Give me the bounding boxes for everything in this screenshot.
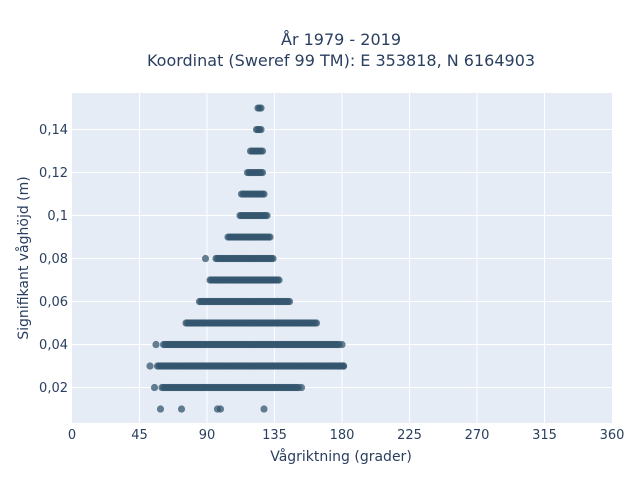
plot-area xyxy=(72,93,612,423)
y-tick-label: 0,02 xyxy=(39,381,68,396)
data-point xyxy=(297,383,306,392)
data-point xyxy=(257,104,265,112)
y-tick-label: 0,1 xyxy=(47,209,68,224)
data-point xyxy=(150,383,159,392)
data-point xyxy=(338,340,346,349)
chart-title-line1: År 1979 - 2019 xyxy=(281,30,401,49)
data-point xyxy=(146,362,154,370)
data-point xyxy=(260,405,268,413)
data-point xyxy=(260,190,268,198)
x-tick-label: 225 xyxy=(397,428,422,443)
data-point xyxy=(258,147,267,155)
x-tick-label: 45 xyxy=(131,428,148,443)
x-tick-label: 0 xyxy=(68,428,76,443)
x-tick-label: 180 xyxy=(330,428,355,443)
data-point xyxy=(177,405,186,413)
data-point xyxy=(312,319,321,327)
y-tick-label: 0,08 xyxy=(39,252,68,267)
x-tick-label: 315 xyxy=(532,428,557,443)
data-point xyxy=(201,254,210,263)
x-axis-label: Vågriktning (grader) xyxy=(270,448,412,465)
chart-title-line2: Koordinat (Sweref 99 TM): E 353818, N 61… xyxy=(147,51,535,70)
x-tick-label: 90 xyxy=(199,428,216,443)
y-tick-label: 0,14 xyxy=(39,123,68,138)
data-point xyxy=(285,297,294,306)
data-point xyxy=(269,254,277,263)
data-point xyxy=(216,405,225,413)
data-point xyxy=(275,276,283,284)
data-point xyxy=(258,168,267,177)
y-tick-label: 0,04 xyxy=(39,338,68,353)
data-point xyxy=(156,405,165,413)
data-point xyxy=(152,340,160,349)
data-markers xyxy=(146,104,348,413)
x-tick-label: 360 xyxy=(600,428,625,443)
data-point xyxy=(263,211,271,220)
x-tick-label: 270 xyxy=(465,428,490,443)
data-point xyxy=(257,125,265,134)
y-tick-label: 0,06 xyxy=(39,295,68,310)
data-point xyxy=(339,362,348,370)
x-axis-ticks: 0 45 90 135 180 225 270 315 360 xyxy=(68,428,625,443)
y-axis-ticks: 0,02 0,04 0,06 0,08 0,1 0,12 0,14 xyxy=(39,123,68,396)
y-axis-label: Signifikant våghöjd (m) xyxy=(15,176,32,339)
y-tick-label: 0,12 xyxy=(39,166,68,181)
x-tick-label: 135 xyxy=(262,428,287,443)
data-point xyxy=(266,233,274,241)
